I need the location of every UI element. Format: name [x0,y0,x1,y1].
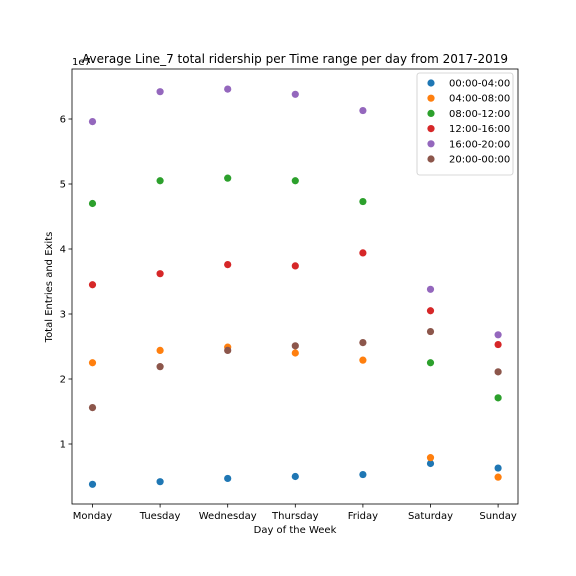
data-point [426,459,435,468]
x-tick-label: Thursday [271,511,319,522]
data-point [291,472,299,481]
legend-marker [427,140,435,148]
data-point [359,197,367,206]
data-point [156,346,164,354]
data-point [359,339,367,347]
y-tick-label: 3 [60,310,66,321]
series-12:00-16:00 [88,249,502,349]
data-point [291,342,299,350]
legend-label: 16:00-20:00 [449,139,510,150]
chart-title: Average Line_7 total ridership per Time … [82,52,508,66]
series-04:00-08:00 [88,343,502,481]
data-point [88,281,97,289]
data-point [291,177,299,185]
data-point [426,359,435,367]
y-tick-label: 6 [60,115,66,126]
data-point [426,327,435,336]
series-08:00-12:00 [88,174,502,402]
x-tick-label: Monday [73,511,113,522]
y-offset-text: 1e7 [72,57,91,68]
data-point [359,470,367,479]
data-point [494,340,502,349]
legend-item: 12:00-16:00 [427,124,510,135]
y-tick-label: 5 [60,180,66,191]
legend-item: 08:00-12:00 [427,109,510,120]
y-tick-label: 1 [60,440,66,451]
data-point [156,88,164,96]
legend-item: 16:00-20:00 [427,139,510,150]
data-point [88,118,97,126]
data-point [88,199,97,208]
legend-label: 00:00-04:00 [449,79,510,90]
data-point [156,270,164,278]
data-point [426,307,435,315]
data-point [224,474,232,483]
x-tick-label: Sunday [479,511,516,522]
data-point [494,394,502,402]
legend-item: 04:00-08:00 [427,94,510,105]
data-point [359,106,367,115]
y-axis-label: Total Entries and Exits [44,232,55,344]
data-point [291,349,299,357]
plot-area [71,68,519,505]
data-point [494,464,502,472]
legend-item: 20:00-00:00 [427,155,510,166]
legend: 00:00-04:00 04:00-08:00 08:00-12:00 12:00-1… [416,72,514,176]
legend-label: 20:00-00:00 [449,155,510,166]
data-point [224,346,232,354]
data-point [88,404,97,412]
data-point [426,454,435,462]
data-point [156,363,164,371]
data-point [291,262,299,270]
data-point [494,331,502,339]
data-point [224,174,232,182]
legend-marker [427,79,435,87]
data-point [494,473,502,481]
legend-marker [427,155,435,163]
data-point [88,480,97,488]
x-tick-label: Friday [348,511,378,522]
series-16:00-20:00 [88,85,502,339]
x-tick-label: Wednesday [199,511,257,522]
y-axis: 1 2 3 4 5 6 [60,115,72,451]
legend-marker [427,125,435,133]
data-point [88,359,97,367]
data-point [359,356,367,364]
series-20:00-00:00 [88,327,502,412]
data-point [426,285,435,293]
x-tick-label: Tuesday [139,511,181,522]
y-tick-label: 4 [60,245,66,256]
legend-item: 00:00-04:00 [427,79,510,90]
series-00:00-04:00 [88,459,502,488]
data-point [224,85,232,93]
legend-label: 12:00-16:00 [449,124,510,135]
data-point [156,478,164,486]
data-point [291,90,299,98]
y-tick-label: 2 [60,375,66,386]
x-tick-label: Saturday [408,511,453,522]
x-axis: Monday Tuesday Wednesday Thursday Friday Satu… [73,504,517,522]
data-point [494,368,502,376]
data-point [156,177,164,185]
legend-label: 08:00-12:00 [449,109,510,120]
x-axis-label: Day of the Week [254,525,337,536]
legend-marker [427,109,435,117]
legend-marker [427,94,435,102]
data-point [359,249,367,257]
data-point [224,261,232,269]
legend-label: 04:00-08:00 [449,94,510,105]
legend-box [416,72,514,176]
